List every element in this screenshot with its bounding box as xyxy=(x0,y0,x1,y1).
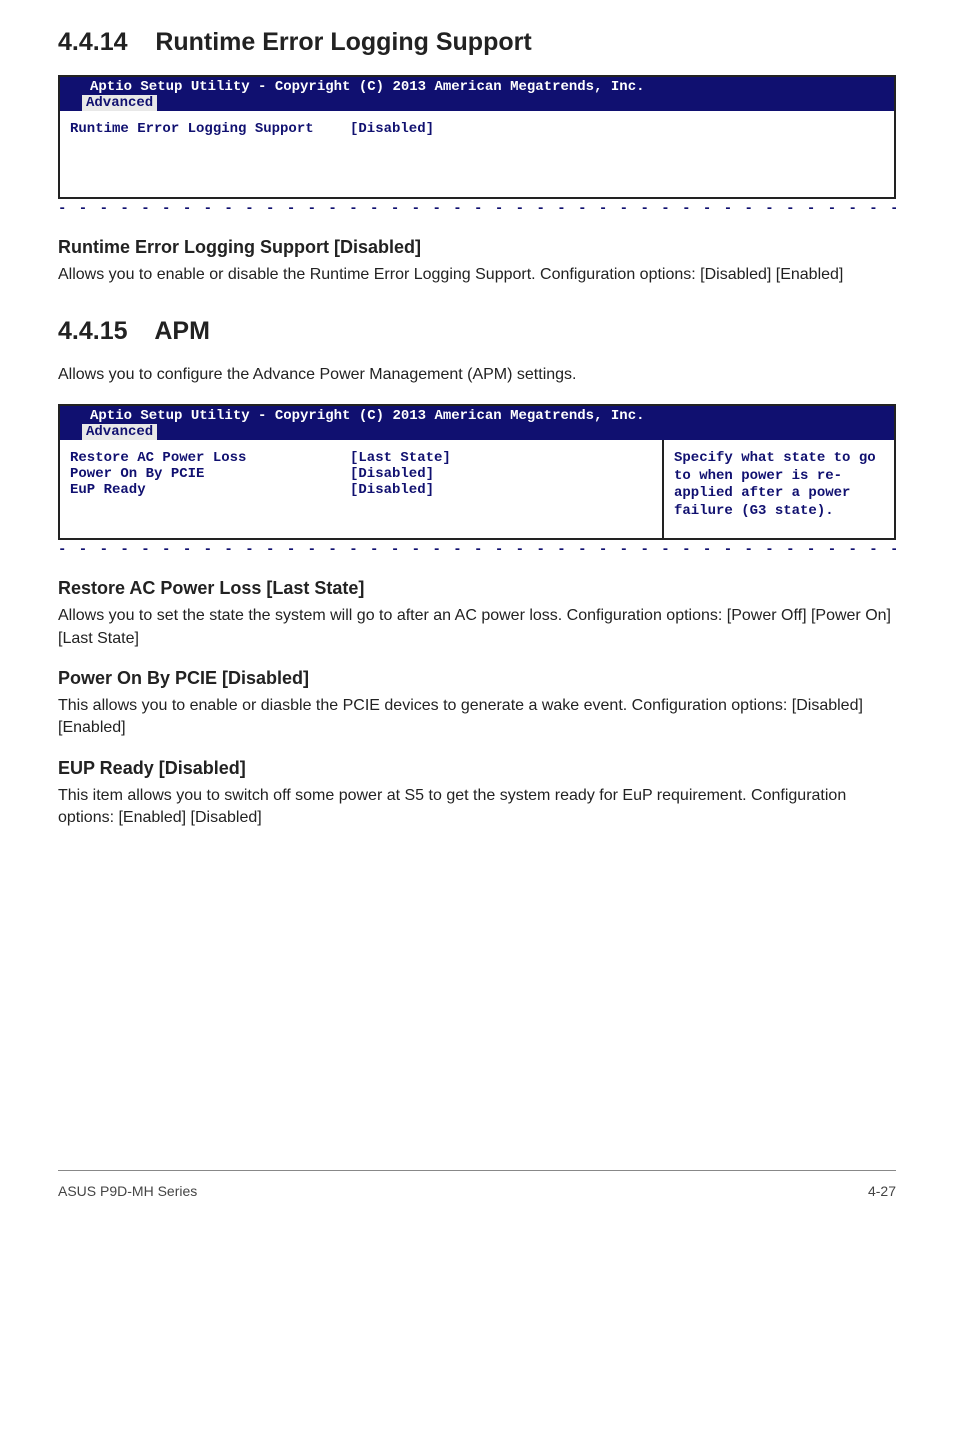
bios-bottom-dashes: - - - - - - - - - - - - - - - - - - - - … xyxy=(58,201,896,217)
bios-row: Power On By PCIE [Disabled] xyxy=(70,466,652,482)
section-title-text: Runtime Error Logging Support xyxy=(155,28,531,56)
bios-copyright: Aptio Setup Utility - Copyright (C) 2013… xyxy=(60,406,894,424)
bios-row: Restore AC Power Loss [Last State] xyxy=(70,450,652,466)
body-power-on-pcie: This allows you to enable or diasble the… xyxy=(58,695,896,740)
bios-setting-key: EuP Ready xyxy=(70,482,350,498)
body-restore-ac: Allows you to set the state the system w… xyxy=(58,605,896,650)
bios-left-panel: Restore AC Power Loss [Last State] Power… xyxy=(60,440,664,538)
page-footer: ASUS P9D-MH Series 4-27 xyxy=(58,1170,896,1199)
bios-setting-value: [Disabled] xyxy=(350,121,884,137)
bios-setting-key: Power On By PCIE xyxy=(70,466,350,482)
footer-left: ASUS P9D-MH Series xyxy=(58,1183,197,1199)
bios-setting-value: [Last State] xyxy=(350,450,652,466)
bios-tab-advanced: Advanced xyxy=(82,95,157,111)
section-number: 4.4.15 xyxy=(58,317,128,345)
subheading-eup-ready: EUP Ready [Disabled] xyxy=(58,758,896,779)
section-title-text: APM xyxy=(154,317,210,345)
section-heading-44-15: 4.4.15 APM xyxy=(58,317,896,346)
bios-setting-key: Restore AC Power Loss xyxy=(70,450,350,466)
footer-page-number: 4-27 xyxy=(868,1183,896,1199)
body-runtime-error: Allows you to enable or disable the Runt… xyxy=(58,264,896,286)
bios-row: EuP Ready [Disabled] xyxy=(70,482,652,498)
bios-help-panel: Specify what state to go to when power i… xyxy=(664,440,894,538)
bios-left-panel: Runtime Error Logging Support [Disabled] xyxy=(60,111,894,197)
bios-setting-key: Runtime Error Logging Support xyxy=(70,121,350,137)
subheading-power-on-pcie: Power On By PCIE [Disabled] xyxy=(58,668,896,689)
bios-help-text: Specify what state to go to when power i… xyxy=(674,450,884,520)
bios-setting-value: [Disabled] xyxy=(350,466,652,482)
section-heading-44-14: 4.4.14 Runtime Error Logging Support xyxy=(58,28,896,57)
bios-box-runtime-error: Aptio Setup Utility - Copyright (C) 2013… xyxy=(58,75,896,199)
bios-header: Aptio Setup Utility - Copyright (C) 2013… xyxy=(60,406,894,440)
bios-setting-value: [Disabled] xyxy=(350,482,652,498)
bios-row: Runtime Error Logging Support [Disabled] xyxy=(70,121,884,137)
section-number: 4.4.14 xyxy=(58,28,128,56)
bios-tab-advanced: Advanced xyxy=(82,424,157,440)
body-apm-intro: Allows you to configure the Advance Powe… xyxy=(58,364,896,386)
bios-header: Aptio Setup Utility - Copyright (C) 2013… xyxy=(60,77,894,111)
subheading-restore-ac: Restore AC Power Loss [Last State] xyxy=(58,578,896,599)
subheading-runtime-error: Runtime Error Logging Support [Disabled] xyxy=(58,237,896,258)
bios-box-apm: Aptio Setup Utility - Copyright (C) 2013… xyxy=(58,404,896,540)
bios-bottom-dashes: - - - - - - - - - - - - - - - - - - - - … xyxy=(58,542,896,558)
bios-copyright: Aptio Setup Utility - Copyright (C) 2013… xyxy=(60,77,894,95)
body-eup-ready: This item allows you to switch off some … xyxy=(58,785,896,830)
